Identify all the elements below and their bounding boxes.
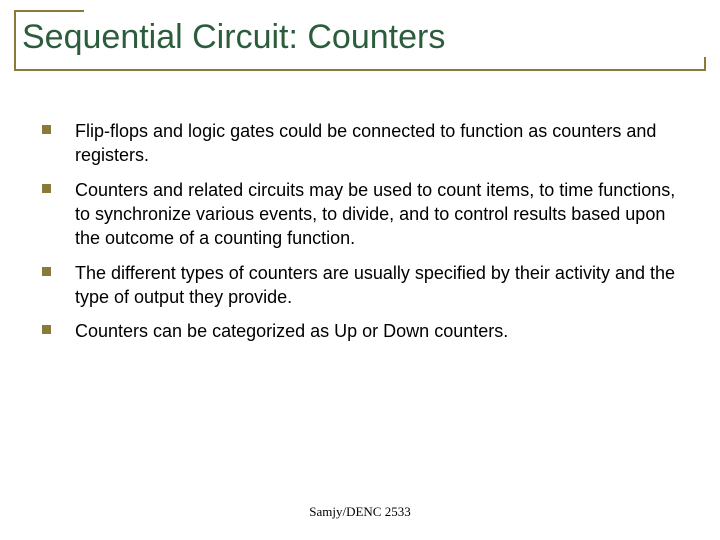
- slide: Sequential Circuit: Counters Flip-flops …: [0, 0, 720, 540]
- bullet-text: Counters and related circuits may be use…: [75, 178, 678, 251]
- slide-footer: Samjy/DENC 2533: [0, 504, 720, 520]
- bullet-list: Flip-flops and logic gates could be conn…: [42, 119, 678, 343]
- title-container: Sequential Circuit: Counters: [20, 10, 700, 71]
- square-bullet-icon: [42, 125, 51, 134]
- title-rule-top: [14, 10, 84, 12]
- slide-title: Sequential Circuit: Counters: [20, 18, 700, 57]
- bullet-text: Counters can be categorized as Up or Dow…: [75, 319, 508, 343]
- title-rule-left: [14, 10, 16, 71]
- title-rule-bottom: [14, 69, 706, 71]
- list-item: Counters can be categorized as Up or Dow…: [42, 319, 678, 343]
- list-item: Counters and related circuits may be use…: [42, 178, 678, 251]
- bullet-text: The different types of counters are usua…: [75, 261, 678, 310]
- square-bullet-icon: [42, 325, 51, 334]
- square-bullet-icon: [42, 184, 51, 193]
- list-item: The different types of counters are usua…: [42, 261, 678, 310]
- slide-body: Flip-flops and logic gates could be conn…: [20, 71, 700, 343]
- bullet-text: Flip-flops and logic gates could be conn…: [75, 119, 678, 168]
- title-rule-right: [704, 57, 706, 71]
- square-bullet-icon: [42, 267, 51, 276]
- list-item: Flip-flops and logic gates could be conn…: [42, 119, 678, 168]
